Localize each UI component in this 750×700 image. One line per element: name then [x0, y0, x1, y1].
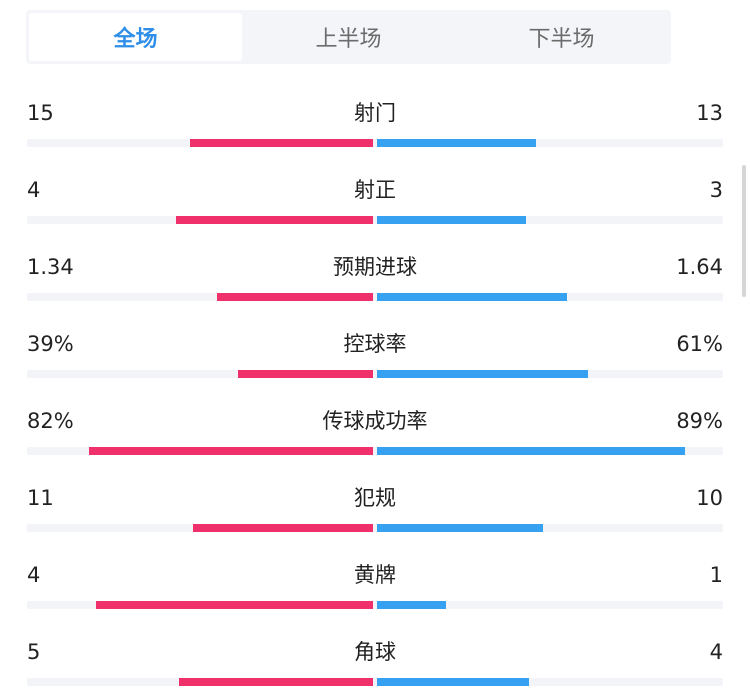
- stat-label: 黄牌: [354, 563, 396, 587]
- away-bar: [377, 216, 526, 224]
- home-value: 1.34: [27, 255, 74, 279]
- stat-row: 11 犯规 10: [0, 475, 750, 552]
- stat-bar-track: [27, 524, 723, 532]
- stats-list: 15 射门 13 4 射正 3 1.34 预期进球 1.64 39% 控球率 61% 82% 传球成功率 8…: [0, 90, 750, 700]
- stat-bar-track: [27, 216, 723, 224]
- away-bar: [377, 293, 567, 301]
- home-bar: [190, 139, 373, 147]
- stat-bar-track: [27, 293, 723, 301]
- home-value: 4: [27, 178, 41, 202]
- away-bar: [377, 139, 536, 147]
- tab-first-half[interactable]: 上半场: [315, 27, 382, 52]
- stat-row: 1.34 预期进球 1.64: [0, 244, 750, 321]
- away-value: 1: [709, 563, 723, 587]
- home-value: 11: [27, 486, 54, 510]
- home-bar: [193, 524, 373, 532]
- stat-row: 4 射正 3: [0, 167, 750, 244]
- stat-row: 82% 传球成功率 89%: [0, 398, 750, 475]
- stat-bar-track: [27, 370, 723, 378]
- home-value: 5: [27, 640, 41, 664]
- stat-row: 5 角球 4: [0, 629, 750, 700]
- stat-row: 4 黄牌 1: [0, 552, 750, 629]
- away-bar: [377, 370, 588, 378]
- stat-label: 犯规: [354, 486, 396, 510]
- stat-row: 15 射门 13: [0, 90, 750, 167]
- away-bar: [377, 601, 446, 609]
- stat-label: 射门: [354, 101, 396, 125]
- home-value: 4: [27, 563, 41, 587]
- period-tabs: 全场 上半场 下半场: [26, 10, 671, 64]
- home-value: 15: [27, 101, 54, 125]
- away-bar: [377, 447, 685, 455]
- away-value: 3: [709, 178, 723, 202]
- tab-second-half[interactable]: 下半场: [528, 27, 595, 52]
- home-bar: [217, 293, 373, 301]
- stat-bar-track: [27, 139, 723, 147]
- home-bar: [89, 447, 373, 455]
- home-bar: [96, 601, 373, 609]
- stat-label: 预期进球: [333, 255, 417, 279]
- away-value: 61%: [676, 332, 723, 356]
- away-value: 1.64: [676, 255, 723, 279]
- away-value: 10: [696, 486, 723, 510]
- scrollbar-thumb[interactable]: [742, 165, 746, 297]
- stat-row: 39% 控球率 61%: [0, 321, 750, 398]
- stat-label: 射正: [354, 178, 396, 202]
- stat-label: 传球成功率: [322, 409, 428, 433]
- home-bar: [179, 678, 373, 686]
- home-value: 39%: [27, 332, 74, 356]
- away-value: 4: [709, 640, 723, 664]
- tab-full-match[interactable]: 全场: [29, 13, 242, 61]
- away-value: 13: [696, 101, 723, 125]
- away-bar: [377, 524, 543, 532]
- stat-label: 控球率: [343, 332, 407, 356]
- away-value: 89%: [676, 409, 723, 433]
- away-bar: [377, 678, 529, 686]
- stat-label: 角球: [354, 640, 396, 664]
- stat-bar-track: [27, 447, 723, 455]
- home-value: 82%: [27, 409, 74, 433]
- home-bar: [176, 216, 373, 224]
- stat-bar-track: [27, 601, 723, 609]
- home-bar: [238, 370, 373, 378]
- stat-bar-track: [27, 678, 723, 686]
